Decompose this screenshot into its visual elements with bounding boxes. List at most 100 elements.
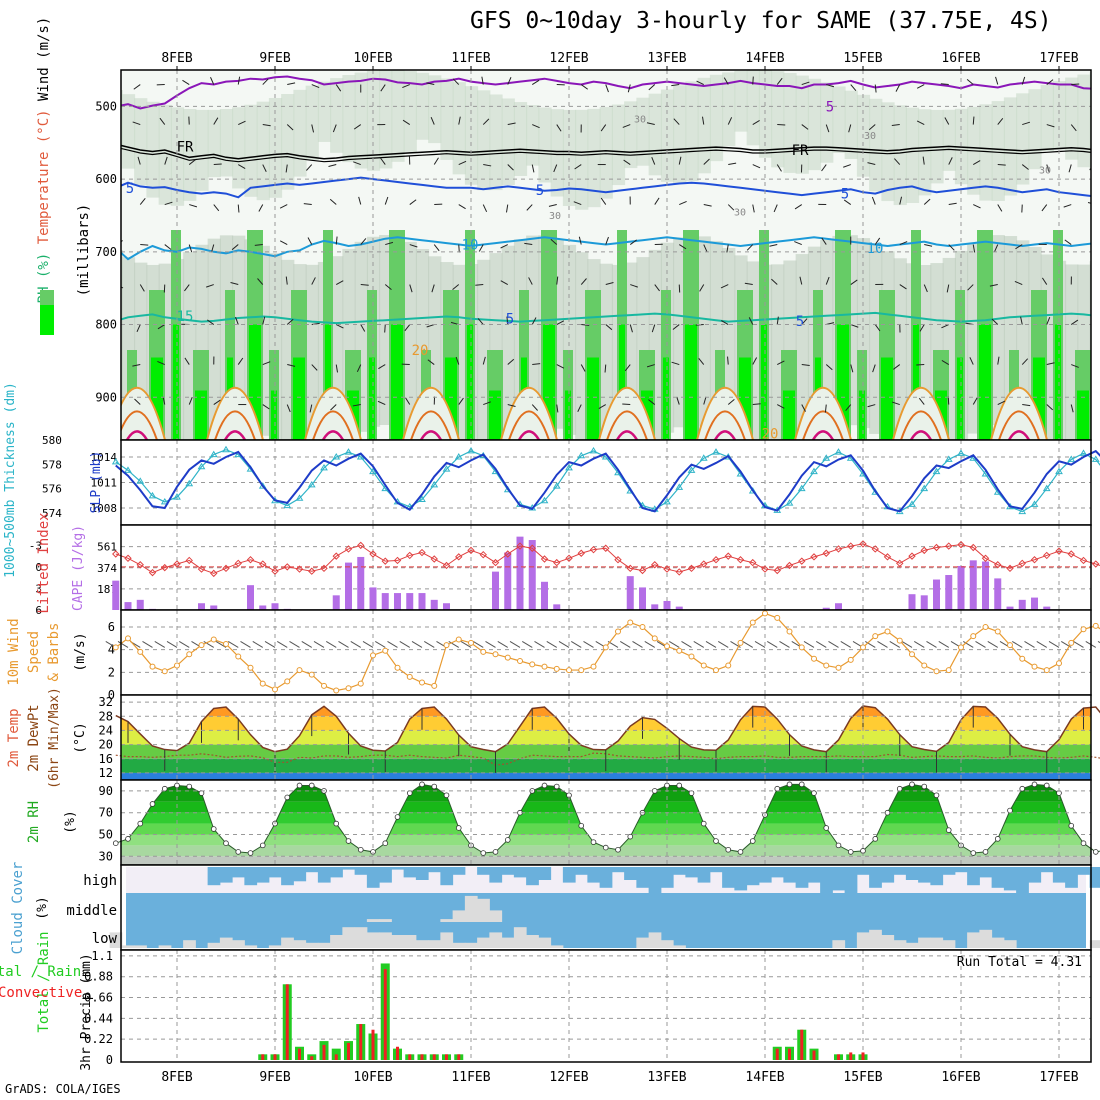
li-point [344,545,353,553]
li-point [700,560,708,568]
wind-barb [627,84,631,93]
wind-barb-10m [509,640,521,648]
cloud-high-cell [403,867,417,878]
wind-barb-10m [350,640,362,648]
wind-speed-point [149,663,156,670]
wind-barb [922,156,925,165]
rh-panel: 30 50 70 90 2m RH (%) [26,779,1100,866]
wind-barb [702,116,705,125]
wind-barb-10m [1073,640,1084,648]
wind-speed-point [933,668,940,675]
rh-band [550,109,564,197]
rh-point [933,792,940,799]
wind-barb [157,360,165,366]
wind-barb [624,364,631,372]
slp-line [115,449,1100,513]
cloud-cell-low [109,932,123,948]
cloud-high-cell [354,867,368,875]
wind-speed-point [321,682,327,689]
wind-speed-point [872,633,879,640]
cape-bar [1006,606,1014,610]
wind-barb [997,204,1003,212]
wind-barb [899,284,907,290]
wind-barb-10m [644,640,656,648]
thickness-point [307,480,316,488]
wind-barb [286,124,294,131]
thickness-point [148,491,157,499]
wind-barb [330,404,337,411]
rh-band [1003,97,1018,196]
temp-dome-30 [811,430,835,440]
cape-bar [541,581,548,610]
li-tick-label: 3 [35,582,42,595]
wind-barb [1046,404,1054,411]
wind-barb [162,396,166,405]
wind-barb [1064,239,1072,245]
li-point [332,552,340,560]
li-tick-label: 6 [35,604,42,617]
rh-band [1077,74,1091,168]
wind-barb [482,204,488,213]
wind-barb-10m [276,640,288,648]
wind-barb [458,204,466,210]
isotherm-15 [121,311,1091,325]
wind-speed-point [186,651,193,658]
cape-bar [418,593,426,610]
rh-band [575,109,589,210]
wind-barb-10m [901,640,913,648]
precip-convective-bar [359,1024,363,1060]
temp-tick-label: 16 [99,752,113,766]
wind-barb-10m [460,640,472,648]
cloud-high-cell [379,867,392,883]
cloud-cell-low [391,935,405,948]
thickness-point [822,454,831,461]
wind-barb [1096,85,1100,89]
wind-barb [506,204,509,213]
cloud-cell-low [244,945,258,948]
wind-barb [1021,164,1029,170]
li-point [369,550,377,558]
rh-point [223,840,229,847]
precip-convective-bar [800,1029,804,1060]
wind-barb [825,276,830,285]
li-point [406,551,414,560]
rh-tick-label: 70 [99,806,113,820]
rh-plume-core [271,390,277,440]
wind-barb [262,316,266,325]
wind-barb [598,404,606,409]
wind-barb [409,244,418,248]
isotherm-5 [121,176,1091,199]
wind-barb [113,85,116,93]
date-label-top: 10FEB [353,51,392,66]
rh-band [195,109,209,191]
wind-barb [336,280,344,285]
wind-barb-10m [705,640,717,648]
cape-bar [369,587,377,610]
wind-barb [452,284,460,290]
wind-speed-point [737,639,744,646]
cloud-cell-low [305,942,319,948]
wind-barb [524,242,533,246]
wind-barb [574,164,582,170]
y-tick-label: 800 [95,318,117,332]
wind-barb-10m [325,640,337,648]
wind-speed-point [651,635,658,642]
cloud-high-cell [305,867,319,873]
rh-band [820,82,834,163]
wind-barb [1022,121,1031,126]
cloud-high-cell [599,867,613,888]
rh-band [526,105,540,166]
cape-bar [406,593,414,610]
wind-barb [997,164,1006,166]
cape-bar [1043,606,1051,610]
precip-convective-bar [285,984,289,1060]
cloud-high-cell [244,867,258,886]
cloud-cell-low [379,932,392,948]
li-point [442,561,451,570]
wind-barb [703,396,707,405]
rh-band [648,93,662,176]
wind-speed-point [443,642,450,649]
wind-barb-10m [534,640,545,648]
wind-barb [1046,164,1050,173]
